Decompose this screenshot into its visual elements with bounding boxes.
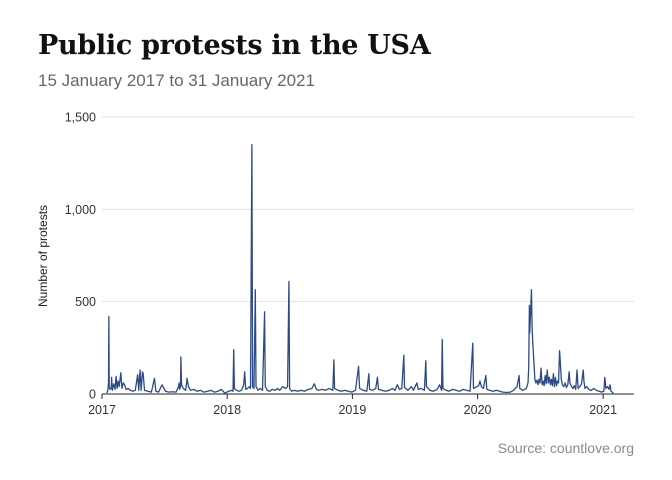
x-tick-label: 2018 <box>213 403 241 417</box>
y-tick-label: 1,500 <box>65 111 96 125</box>
y-axis-title: Number of protests <box>36 205 50 307</box>
chart-subtitle: 15 January 2017 to 31 January 2021 <box>38 71 315 90</box>
series-line-protests <box>106 144 614 394</box>
x-tick-label: 2017 <box>88 403 116 417</box>
x-tick-label: 2019 <box>338 403 366 417</box>
chart-title: Public protests in the USA <box>38 30 431 61</box>
y-tick-label: 500 <box>75 295 96 309</box>
gridlines <box>102 116 634 303</box>
axes: 0 500 1,000 1,500 2017 2018 2019 2020 2021 <box>65 111 634 417</box>
source-note: Source: countlove.org <box>497 440 634 456</box>
y-tick-label: 0 <box>89 388 96 402</box>
x-tick-label: 2020 <box>464 403 492 417</box>
y-tick-label: 1,000 <box>65 203 96 217</box>
x-tick-label: 2021 <box>589 403 617 417</box>
